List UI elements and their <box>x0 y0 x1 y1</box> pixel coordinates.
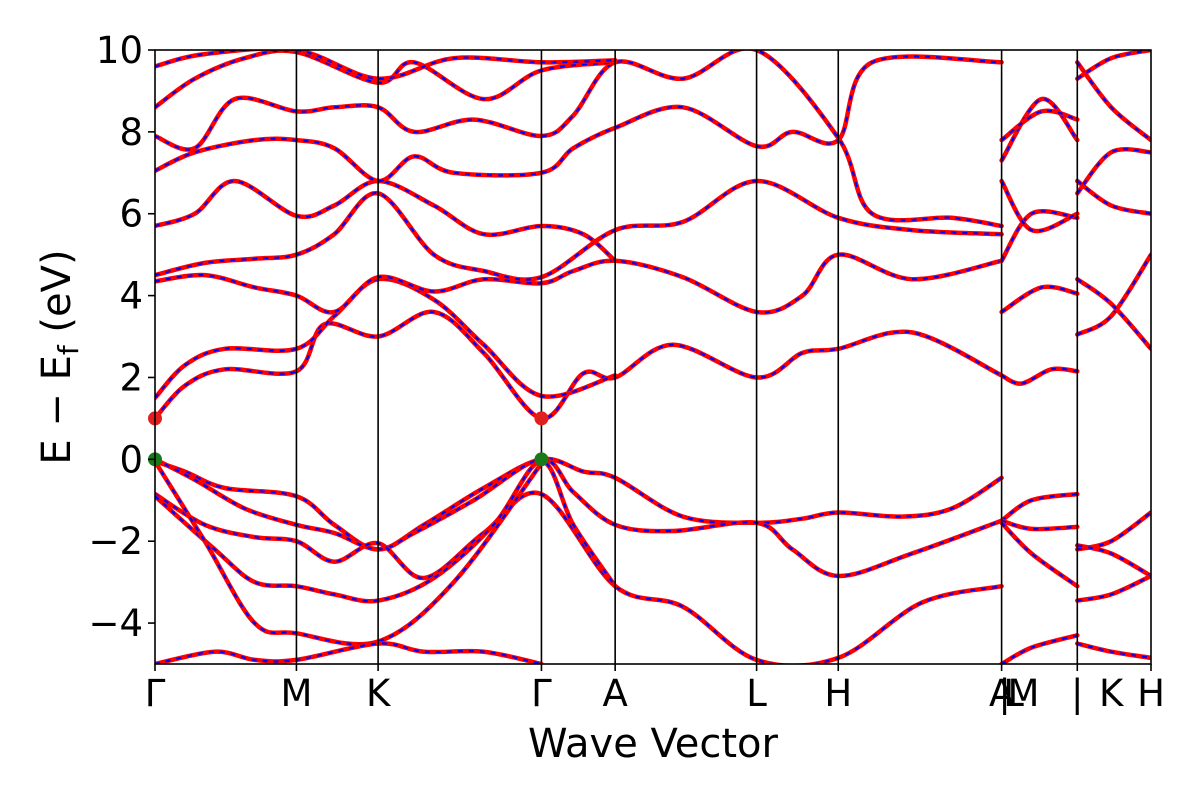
y-axis-title-main: E − E <box>34 355 80 465</box>
band-line-dash-15 <box>1000 493 1078 522</box>
band-line-dash-24 <box>1000 109 1078 141</box>
plot-frame <box>154 49 1152 665</box>
x-tick-label-7: A <box>989 672 1014 715</box>
y-tick-label-2: 0 <box>119 438 143 481</box>
band-line-5 <box>155 641 544 664</box>
band-line-dash-25 <box>1077 511 1151 551</box>
y-axis-title-unit-spacer <box>34 333 80 346</box>
y-tick-label-4: 4 <box>119 275 143 318</box>
y-tick-label-7: 10 <box>96 29 143 72</box>
band-line-32 <box>1075 147 1151 196</box>
x-tick-label-2: K <box>366 672 392 715</box>
band-line-31 <box>1075 178 1151 216</box>
x-tick-label-9: H <box>1137 672 1165 715</box>
band-line-dash-0 <box>155 457 1003 551</box>
band-line-dash-8 <box>155 253 1002 314</box>
band-line-10 <box>155 178 618 264</box>
band-line-dash-5 <box>155 642 542 664</box>
y-axis-title: E − Ef (eV) <box>34 249 85 464</box>
x-tick-label-4: A <box>602 672 627 715</box>
band-line-17 <box>999 520 1080 589</box>
band-line-11 <box>155 54 1004 184</box>
band-line-30 <box>1075 276 1151 352</box>
band-line-22 <box>999 178 1080 234</box>
band-line-dash-9 <box>155 179 1002 281</box>
band-line-dash-18 <box>1001 634 1078 664</box>
x-tick-label-8: | <box>1071 672 1083 715</box>
band-line-dash-10 <box>155 179 616 262</box>
band-line-dash-12 <box>155 50 1002 228</box>
y-axis-title-subscript: f <box>52 344 85 355</box>
x-tick-label-extra-1: L <box>1003 672 1024 715</box>
band-line-dash-22 <box>1000 180 1078 233</box>
band-line-7 <box>155 276 618 401</box>
band-line-dash-1 <box>155 458 1002 578</box>
band-line-dash-29 <box>1076 254 1151 336</box>
band-line-dash-4 <box>155 460 543 646</box>
band-line-dash-26 <box>1077 544 1151 577</box>
x-tick-label-3: Γ <box>531 672 552 715</box>
band-line-dash-32 <box>1076 148 1151 194</box>
band-line-34 <box>1075 50 1151 81</box>
y-axis-title-unit: (eV) <box>34 249 80 332</box>
band-line-dash-21 <box>1000 210 1078 262</box>
band-line-20 <box>999 284 1080 315</box>
x-tick-label-extra-2: M <box>1008 672 1040 715</box>
y-tick-label-6: 8 <box>119 111 143 154</box>
y-tick-label-3: 2 <box>119 356 143 399</box>
band-line-18 <box>999 633 1080 664</box>
band-line-29 <box>1075 252 1151 337</box>
plot-area <box>155 50 1151 664</box>
x-tick-label-5: L <box>746 672 767 715</box>
band-line-dash-7 <box>155 277 616 399</box>
band-line-33 <box>1075 60 1151 143</box>
band-line-dash-23 <box>1000 97 1079 162</box>
band-line-25 <box>1075 510 1151 552</box>
band-line-dash-20 <box>1000 285 1078 313</box>
band-line-dash-16 <box>1001 519 1078 531</box>
band-edge-vbm-3 <box>534 452 549 467</box>
band-line-dash-28 <box>1077 642 1151 659</box>
band-line-dash-27 <box>1077 575 1151 602</box>
band-line-dash-3 <box>155 460 617 603</box>
band-line-1 <box>155 457 1004 579</box>
y-tick-label-1: −2 <box>88 520 143 563</box>
band-line-27 <box>1075 573 1151 603</box>
x-tick-label-extra-3: K <box>1099 672 1125 715</box>
band-line-dash-33 <box>1076 61 1151 141</box>
y-tick-label-5: 6 <box>119 193 143 236</box>
x-tick-label-1: M <box>280 672 312 715</box>
band-line-26 <box>1075 543 1151 579</box>
band-line-dash-11 <box>155 55 1002 183</box>
band-line-dash-2 <box>155 491 1002 664</box>
x-axis-title: Wave Vector <box>528 721 779 767</box>
band-edge-cbm-1 <box>534 411 549 426</box>
x-tick-label-extra-0: | <box>998 672 1010 715</box>
band-line-dash-19 <box>1001 367 1078 385</box>
y-tick-label-0: −4 <box>88 602 143 645</box>
x-tick-label-6: H <box>824 672 852 715</box>
band-line-6 <box>155 309 1004 421</box>
x-tick-label-0: Γ <box>145 672 166 715</box>
band-line-8 <box>155 252 1004 315</box>
band-line-dash-6 <box>155 310 1003 420</box>
